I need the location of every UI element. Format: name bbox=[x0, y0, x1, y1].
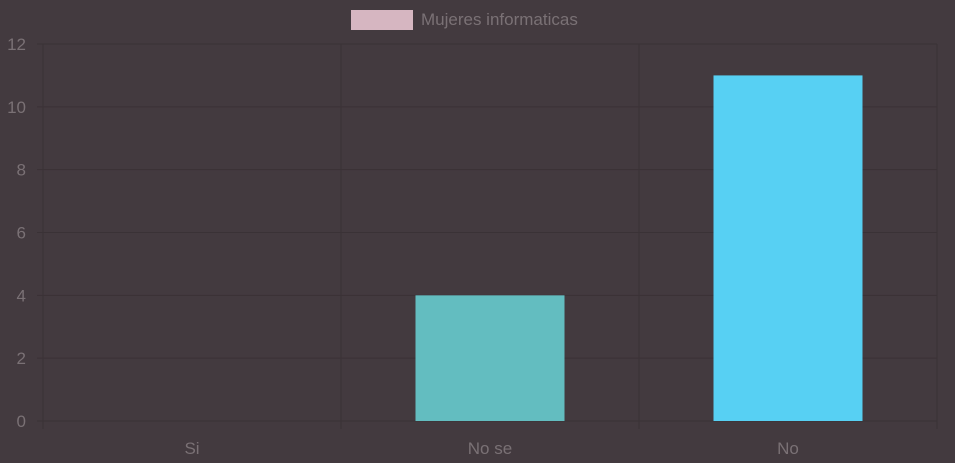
y-axis-ticks: 0 2 4 6 8 10 12 bbox=[7, 35, 26, 431]
bar bbox=[415, 295, 565, 421]
bar bbox=[713, 75, 863, 422]
x-tick-label: No se bbox=[468, 439, 512, 458]
y-tick-label: 8 bbox=[17, 161, 26, 180]
x-tick-label: Si bbox=[184, 439, 199, 458]
legend[interactable]: Mujeres informaticas bbox=[351, 10, 578, 30]
legend-swatch bbox=[351, 10, 413, 30]
x-axis-ticks: Si No se No bbox=[184, 439, 798, 458]
y-tick-label: 10 bbox=[7, 98, 26, 117]
y-tick-label: 6 bbox=[17, 224, 26, 243]
y-tick-label: 0 bbox=[17, 412, 26, 431]
x-tick-label: No bbox=[777, 439, 799, 458]
bars bbox=[415, 75, 863, 422]
y-tick-label: 2 bbox=[17, 349, 26, 368]
y-tick-label: 4 bbox=[17, 286, 26, 305]
legend-label: Mujeres informaticas bbox=[421, 10, 578, 29]
grid bbox=[37, 43, 938, 429]
y-tick-label: 12 bbox=[7, 35, 26, 54]
